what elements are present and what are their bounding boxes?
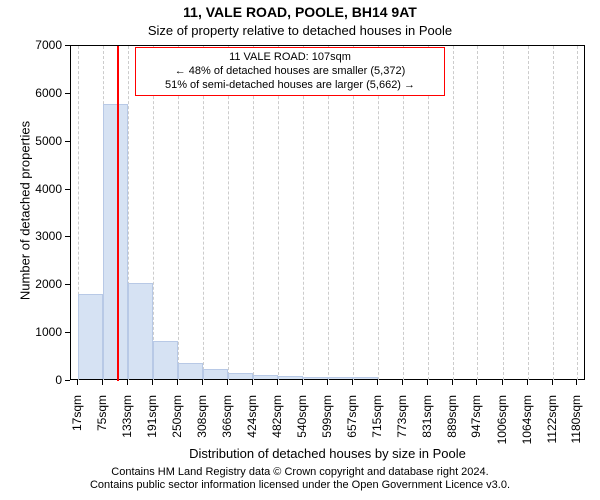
histogram-bar bbox=[253, 375, 278, 379]
chart-title-sub: Size of property relative to detached ho… bbox=[0, 23, 600, 38]
x-tick-label: 947sqm bbox=[469, 395, 483, 445]
x-tick-mark bbox=[177, 380, 178, 385]
x-tick-mark bbox=[452, 380, 453, 385]
y-tick-mark bbox=[65, 332, 70, 333]
gridline bbox=[528, 46, 529, 380]
x-tick-mark bbox=[402, 380, 403, 385]
x-tick-mark bbox=[352, 380, 353, 385]
x-tick-mark bbox=[277, 380, 278, 385]
annotation-line-1: 11 VALE ROAD: 107sqm bbox=[142, 51, 438, 65]
histogram-bar bbox=[128, 283, 153, 379]
x-tick-label: 1122sqm bbox=[545, 395, 559, 445]
x-tick-label: 889sqm bbox=[445, 395, 459, 445]
x-tick-mark bbox=[527, 380, 528, 385]
annotation-line-3: 51% of semi-detached houses are larger (… bbox=[142, 79, 438, 93]
y-tick-mark bbox=[65, 189, 70, 190]
y-tick-label: 1000 bbox=[0, 325, 62, 339]
x-tick-label: 75sqm bbox=[95, 395, 109, 445]
y-tick-label: 0 bbox=[0, 373, 62, 387]
histogram-bar bbox=[228, 373, 253, 379]
x-tick-mark bbox=[552, 380, 553, 385]
x-tick-mark bbox=[576, 380, 577, 385]
chart-container: 11, VALE ROAD, POOLE, BH14 9AT Size of p… bbox=[0, 0, 600, 500]
y-tick-label: 4000 bbox=[0, 182, 62, 196]
annotation-line-2: ← 48% of detached houses are smaller (5,… bbox=[142, 65, 438, 79]
y-tick-mark bbox=[65, 93, 70, 94]
x-tick-mark bbox=[427, 380, 428, 385]
histogram-bar bbox=[203, 369, 228, 379]
x-tick-mark bbox=[252, 380, 253, 385]
x-tick-label: 1006sqm bbox=[495, 395, 509, 445]
x-tick-label: 17sqm bbox=[70, 395, 84, 445]
histogram-bar bbox=[178, 363, 203, 379]
histogram-bar bbox=[103, 104, 128, 379]
y-tick-label: 3000 bbox=[0, 229, 62, 243]
y-tick-mark bbox=[65, 380, 70, 381]
x-tick-mark bbox=[102, 380, 103, 385]
x-tick-label: 250sqm bbox=[170, 395, 184, 445]
x-tick-label: 831sqm bbox=[420, 395, 434, 445]
x-tick-mark bbox=[476, 380, 477, 385]
x-tick-label: 424sqm bbox=[245, 395, 259, 445]
x-tick-mark bbox=[127, 380, 128, 385]
histogram-bar bbox=[303, 377, 328, 379]
x-tick-label: 715sqm bbox=[370, 395, 384, 445]
y-tick-mark bbox=[65, 141, 70, 142]
chart-footnote: Contains HM Land Registry data © Crown c… bbox=[0, 466, 600, 492]
x-tick-label: 308sqm bbox=[195, 395, 209, 445]
x-axis-label: Distribution of detached houses by size … bbox=[70, 446, 585, 461]
histogram-bar bbox=[328, 377, 353, 379]
x-tick-label: 773sqm bbox=[395, 395, 409, 445]
reference-line bbox=[117, 46, 119, 381]
histogram-bar bbox=[278, 376, 303, 379]
chart-title-main: 11, VALE ROAD, POOLE, BH14 9AT bbox=[0, 4, 600, 20]
x-tick-label: 133sqm bbox=[120, 395, 134, 445]
y-tick-mark bbox=[65, 284, 70, 285]
x-tick-mark bbox=[77, 380, 78, 385]
y-tick-mark bbox=[65, 45, 70, 46]
gridline bbox=[577, 46, 578, 380]
y-tick-label: 5000 bbox=[0, 134, 62, 148]
footnote-line-2: Contains public sector information licen… bbox=[0, 479, 600, 492]
x-tick-label: 191sqm bbox=[145, 395, 159, 445]
annotation-box: 11 VALE ROAD: 107sqm ← 48% of detached h… bbox=[135, 47, 445, 96]
gridline bbox=[553, 46, 554, 380]
x-tick-label: 482sqm bbox=[270, 395, 284, 445]
x-tick-mark bbox=[202, 380, 203, 385]
gridline bbox=[477, 46, 478, 380]
x-tick-mark bbox=[227, 380, 228, 385]
x-tick-mark bbox=[377, 380, 378, 385]
footnote-line-1: Contains HM Land Registry data © Crown c… bbox=[0, 466, 600, 479]
x-tick-label: 1064sqm bbox=[520, 395, 534, 445]
x-tick-label: 1180sqm bbox=[569, 395, 583, 445]
y-tick-mark bbox=[65, 236, 70, 237]
histogram-bar bbox=[78, 294, 103, 379]
x-tick-mark bbox=[152, 380, 153, 385]
histogram-bar bbox=[153, 341, 178, 379]
x-tick-mark bbox=[302, 380, 303, 385]
gridline bbox=[453, 46, 454, 380]
y-tick-label: 2000 bbox=[0, 277, 62, 291]
x-tick-mark bbox=[502, 380, 503, 385]
x-tick-label: 657sqm bbox=[345, 395, 359, 445]
y-tick-label: 7000 bbox=[0, 38, 62, 52]
histogram-bar bbox=[353, 377, 378, 379]
gridline bbox=[503, 46, 504, 380]
x-tick-label: 599sqm bbox=[320, 395, 334, 445]
x-tick-label: 366sqm bbox=[220, 395, 234, 445]
x-tick-label: 540sqm bbox=[295, 395, 309, 445]
y-tick-label: 6000 bbox=[0, 86, 62, 100]
x-tick-mark bbox=[327, 380, 328, 385]
